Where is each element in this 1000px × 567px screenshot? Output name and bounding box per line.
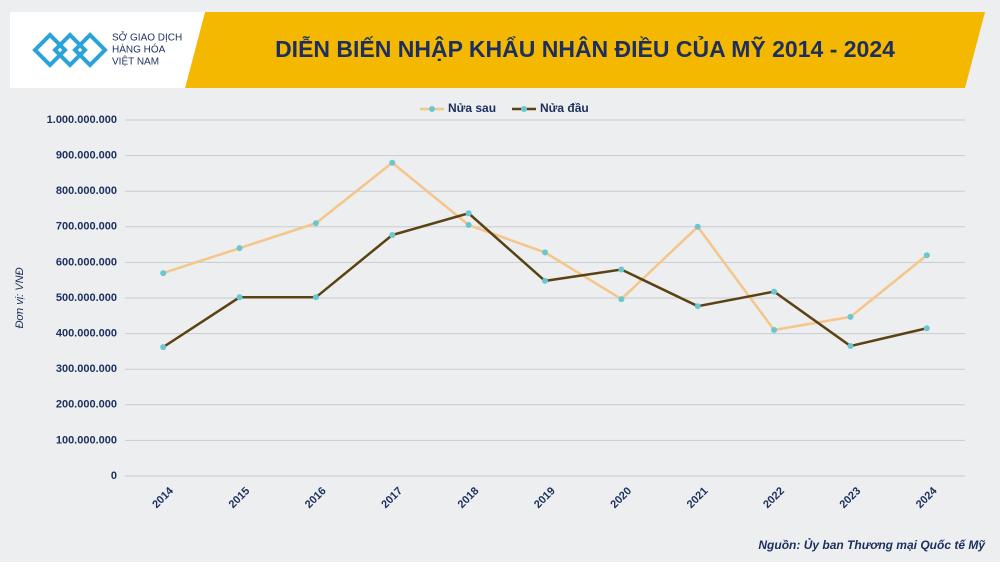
logo-mark bbox=[32, 32, 108, 68]
point-marker bbox=[771, 327, 778, 334]
point-marker bbox=[694, 223, 701, 230]
point-marker bbox=[847, 313, 854, 320]
y-tick-label: 600.000.000 bbox=[56, 256, 117, 268]
point-marker bbox=[236, 294, 243, 301]
y-tick-label: 800.000.000 bbox=[56, 185, 117, 197]
logo-text: HÀNG HÓA bbox=[112, 43, 166, 56]
y-tick-label: 700.000.000 bbox=[56, 221, 117, 233]
point-marker bbox=[389, 231, 396, 238]
legend-marker bbox=[521, 106, 527, 112]
y-tick-label: 500.000.000 bbox=[56, 292, 117, 304]
y-tick-label: 100.000.000 bbox=[56, 434, 117, 446]
point-marker bbox=[160, 344, 167, 351]
legend-label: Nửa sau bbox=[448, 101, 496, 115]
y-tick-label: 200.000.000 bbox=[56, 399, 117, 411]
point-marker bbox=[236, 245, 243, 252]
y-tick-label: 900.000.000 bbox=[56, 150, 117, 162]
source-note: Nguồn: Ủy ban Thương mại Quốc tế Mỹ bbox=[758, 537, 986, 552]
chart-title: DIỄN BIẾN NHẬP KHẨU NHÂN ĐIỀU CỦA MỸ 201… bbox=[275, 34, 895, 62]
point-marker bbox=[923, 252, 930, 259]
y-tick-label: 300.000.000 bbox=[56, 363, 117, 375]
point-marker bbox=[618, 266, 625, 273]
point-marker bbox=[389, 159, 396, 166]
point-marker bbox=[694, 303, 701, 310]
point-marker bbox=[847, 343, 854, 350]
point-marker bbox=[312, 294, 319, 301]
logo-text: SỞ GIAO DỊCH bbox=[112, 31, 182, 44]
point-marker bbox=[465, 222, 472, 229]
y-tick-label: 0 bbox=[111, 470, 117, 482]
point-marker bbox=[923, 325, 930, 332]
logo-text: VIỆT NAM bbox=[112, 55, 159, 68]
point-marker bbox=[771, 288, 778, 295]
title-banner bbox=[185, 12, 985, 88]
point-marker bbox=[312, 220, 319, 227]
point-marker bbox=[542, 277, 548, 284]
y-axis-label: Đơn vị: VNĐ bbox=[14, 267, 26, 328]
point-marker bbox=[160, 270, 167, 277]
y-tick-label: 400.000.000 bbox=[56, 328, 117, 340]
legend-label: Nửa đầu bbox=[540, 101, 589, 115]
point-marker bbox=[465, 210, 472, 217]
point-marker bbox=[542, 249, 548, 256]
legend-marker bbox=[429, 106, 435, 112]
y-tick-label: 1.000.000.000 bbox=[47, 114, 117, 126]
point-marker bbox=[618, 296, 625, 303]
